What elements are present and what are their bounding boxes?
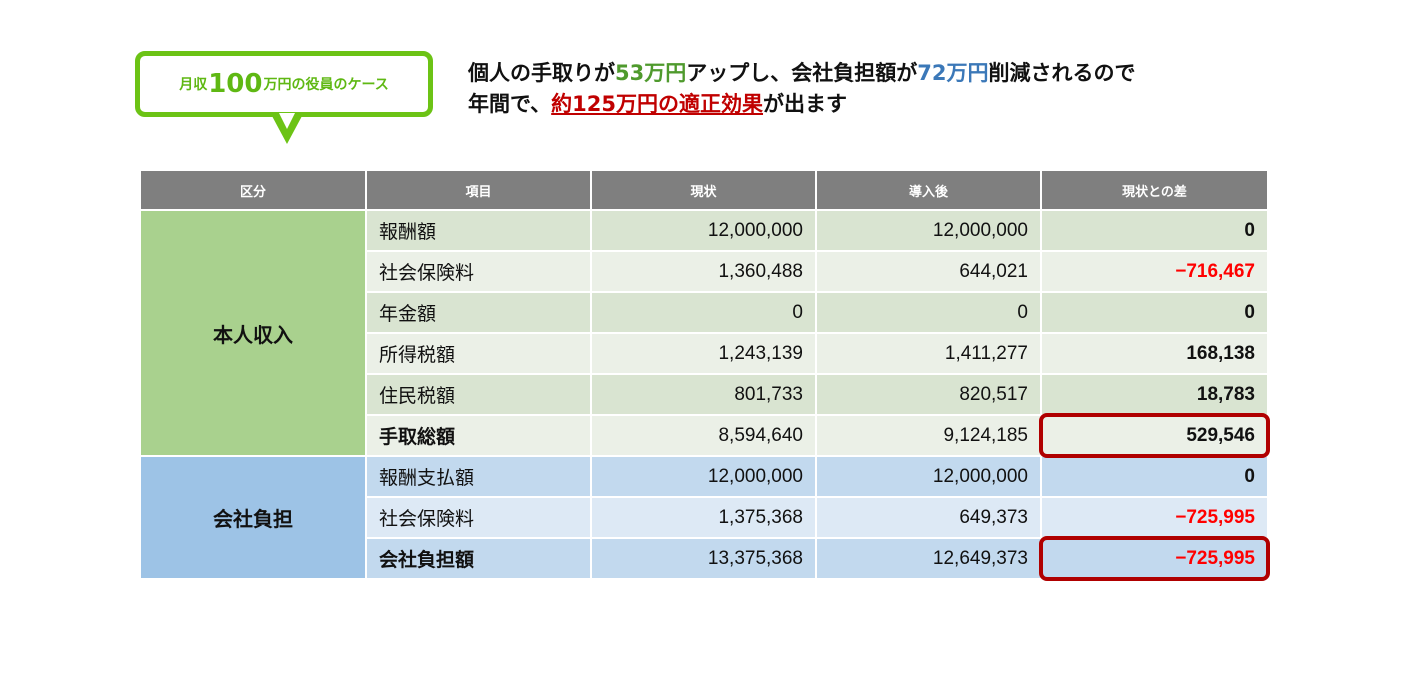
current-cell: 1,243,139	[591, 333, 817, 375]
headline-line-2: 年間で、約125万円の適正効果が出ます	[468, 89, 1135, 120]
table-row: 本人収入 報酬額 12,000,000 12,000,000 0	[141, 210, 1267, 457]
current-cell: 12,000,000	[591, 210, 817, 252]
current-cell: 12,000,000	[591, 456, 817, 498]
headline-effect-amount: 約125万円の適正効果	[551, 92, 764, 116]
item-cell: 社会保険料	[366, 497, 592, 539]
diff-cell: −725,995	[1041, 497, 1267, 539]
headline: 個人の手取りが53万円アップし、会社負担額が72万円削減されるので 年間で、約1…	[468, 58, 1135, 120]
current-cell: 8,594,640	[591, 415, 817, 457]
bubble-tail-inner	[279, 113, 295, 129]
diff-cell: 0	[1041, 210, 1267, 252]
case-bubble: 月収 100 万円の役員のケース	[135, 51, 433, 117]
item-cell: 年金額	[366, 292, 592, 334]
after-cell: 9,124,185	[816, 415, 1042, 457]
table-header-row: 区分 項目 現状 導入後 現状との差	[141, 171, 1267, 211]
after-cell: 12,000,000	[816, 210, 1042, 252]
item-cell: 所得税額	[366, 333, 592, 375]
category-cell: 本人収入	[141, 210, 367, 457]
bubble-pre: 月収	[179, 77, 208, 93]
diff-cell-highlighted: 529,546	[1039, 413, 1270, 458]
item-cell: 社会保険料	[366, 251, 592, 293]
diff-value: 529,546	[1186, 424, 1255, 446]
after-cell: 1,411,277	[816, 333, 1042, 375]
header-current: 現状	[591, 171, 817, 211]
current-cell: 13,375,368	[591, 538, 817, 580]
headline-company-amount: 72万円	[917, 61, 989, 85]
after-cell: 12,649,373	[816, 538, 1042, 580]
headline-takehome-amount: 53万円	[615, 61, 687, 85]
after-cell: 649,373	[816, 497, 1042, 539]
bubble-amount: 100	[208, 69, 263, 99]
headline-text: アップし、会社負担額が	[686, 61, 918, 85]
after-cell: 12,000,000	[816, 456, 1042, 498]
current-cell: 0	[591, 292, 817, 334]
current-cell: 1,375,368	[591, 497, 817, 539]
diff-cell: −716,467	[1041, 251, 1267, 293]
headline-text: が出ます	[763, 92, 848, 116]
diff-cell: 0	[1041, 456, 1267, 498]
diff-value: −725,995	[1175, 547, 1255, 569]
diff-cell: 168,138	[1041, 333, 1267, 375]
header-category: 区分	[141, 171, 367, 211]
bubble-post: 万円の役員のケース	[263, 77, 389, 93]
current-cell: 1,360,488	[591, 251, 817, 293]
diff-cell: 0	[1041, 292, 1267, 334]
item-cell: 報酬額	[366, 210, 592, 252]
after-cell: 644,021	[816, 251, 1042, 293]
category-cell: 会社負担	[141, 456, 367, 580]
table-row: 会社負担 報酬支払額 12,000,000 12,000,000 0	[141, 456, 1267, 580]
item-cell: 手取総額	[366, 415, 592, 457]
table-row: 社会保険料 1,360,488 644,021 −716,467	[141, 251, 1267, 293]
diff-cell-highlighted: −725,995	[1039, 536, 1270, 581]
header-diff: 現状との差	[1041, 171, 1267, 211]
header-after: 導入後	[816, 171, 1042, 211]
headline-text: 個人の手取りが	[468, 61, 615, 85]
item-cell: 報酬支払額	[366, 456, 592, 498]
current-cell: 801,733	[591, 374, 817, 416]
item-cell: 会社負担額	[366, 538, 592, 580]
after-cell: 0	[816, 292, 1042, 334]
headline-text: 削減されるので	[988, 61, 1136, 85]
headline-line-1: 個人の手取りが53万円アップし、会社負担額が72万円削減されるので	[468, 58, 1135, 89]
after-cell: 820,517	[816, 374, 1042, 416]
diff-cell: 18,783	[1041, 374, 1267, 416]
item-cell: 住民税額	[366, 374, 592, 416]
header-item: 項目	[366, 171, 592, 211]
headline-text: 年間で、	[468, 92, 552, 116]
comparison-table: 区分 項目 現状 導入後 現状との差 本人収入 報酬額 12,000,000 1…	[141, 171, 1270, 581]
